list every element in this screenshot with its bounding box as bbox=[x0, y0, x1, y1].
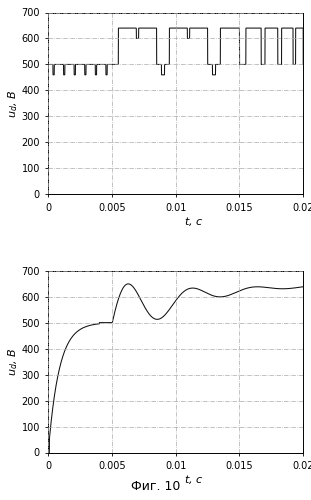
Y-axis label: $u_d$, В: $u_d$, В bbox=[6, 89, 20, 118]
X-axis label: $t$, с: $t$, с bbox=[184, 215, 203, 228]
Y-axis label: $u_d$, В: $u_d$, В bbox=[6, 348, 20, 376]
X-axis label: $t$, с: $t$, с bbox=[184, 474, 203, 486]
Text: Фиг. 10: Фиг. 10 bbox=[131, 480, 180, 493]
